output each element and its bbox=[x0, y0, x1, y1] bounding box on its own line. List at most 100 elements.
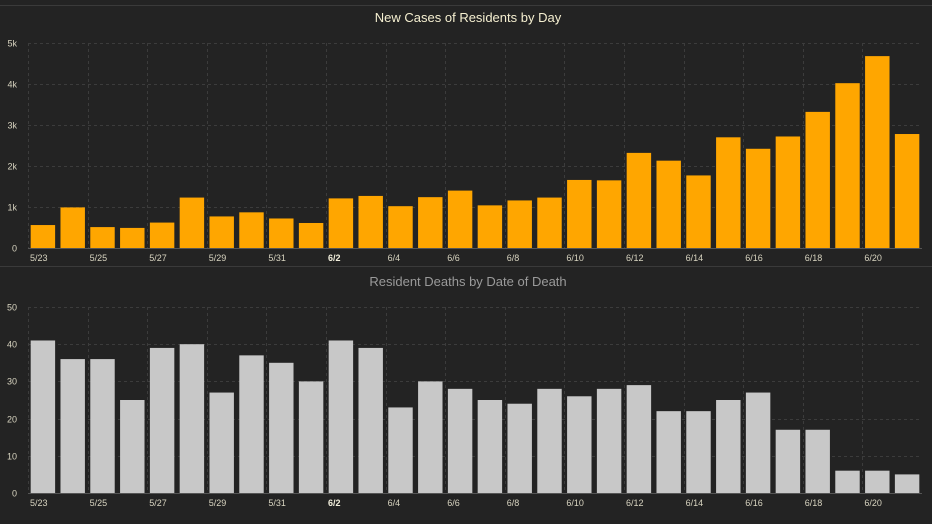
new-cases-bar[interactable] bbox=[835, 83, 860, 249]
resident-deaths-gridlines bbox=[28, 307, 922, 494]
new-cases-bar[interactable] bbox=[60, 207, 85, 248]
new-cases-bar[interactable] bbox=[358, 195, 383, 248]
new-cases-x-tick-label: 6/18 bbox=[805, 253, 823, 263]
new-cases-bar[interactable] bbox=[239, 212, 264, 248]
resident-deaths-bar[interactable] bbox=[30, 340, 56, 493]
new-cases-x-tick-label: 6/6 bbox=[447, 253, 460, 263]
new-cases-x-tick-label: 6/12 bbox=[626, 253, 644, 263]
resident-deaths-x-tick-label: 5/29 bbox=[209, 498, 227, 508]
new-cases-x-tick-label: 6/8 bbox=[507, 253, 520, 263]
resident-deaths-x-tick-label: 6/14 bbox=[686, 498, 704, 508]
new-cases-bar[interactable] bbox=[567, 179, 592, 248]
new-cases-x-axis: 5/23 5/25 5/27 5/29 5/31 6/2 6/4 6/6 6/8 6/10 6/12… bbox=[30, 253, 882, 263]
new-cases-bar[interactable] bbox=[30, 225, 56, 248]
new-cases-bar[interactable] bbox=[477, 205, 503, 248]
resident-deaths-x-tick-label: 6/20 bbox=[864, 498, 882, 508]
new-cases-x-tick-label: 5/23 bbox=[30, 253, 48, 263]
new-cases-x-tick-label: 6/14 bbox=[686, 253, 704, 263]
resident-deaths-bar[interactable] bbox=[328, 340, 354, 493]
new-cases-bar[interactable] bbox=[775, 136, 801, 248]
new-cases-bar[interactable] bbox=[626, 152, 652, 248]
new-cases-bar[interactable] bbox=[388, 206, 413, 248]
new-cases-bar[interactable] bbox=[90, 227, 115, 248]
new-cases-y-tick-label: 4k bbox=[7, 80, 17, 90]
resident-deaths-bar[interactable] bbox=[60, 359, 85, 493]
new-cases-bar[interactable] bbox=[894, 134, 920, 248]
resident-deaths-y-tick-label: 20 bbox=[7, 415, 17, 425]
resident-deaths-bar[interactable] bbox=[567, 396, 592, 493]
resident-deaths-bar[interactable] bbox=[418, 381, 443, 493]
resident-deaths-bar[interactable] bbox=[388, 407, 413, 493]
new-cases-y-tick-label: 2k bbox=[7, 162, 17, 172]
new-cases-x-tick-label: 5/25 bbox=[90, 253, 108, 263]
new-cases-bar[interactable] bbox=[269, 218, 294, 248]
new-cases-bar[interactable] bbox=[537, 197, 562, 248]
new-cases-x-tick-label: 6/2 bbox=[328, 253, 341, 263]
new-cases-bar[interactable] bbox=[656, 160, 681, 248]
resident-deaths-x-tick-label: 6/10 bbox=[566, 498, 584, 508]
resident-deaths-bar[interactable] bbox=[596, 388, 622, 493]
resident-deaths-bar[interactable] bbox=[120, 400, 145, 493]
new-cases-bar[interactable] bbox=[418, 197, 443, 248]
resident-deaths-bar[interactable] bbox=[239, 355, 264, 493]
new-cases-bar[interactable] bbox=[686, 175, 711, 248]
resident-deaths-bar[interactable] bbox=[298, 381, 324, 493]
resident-deaths-bar[interactable] bbox=[745, 392, 771, 493]
new-cases-bar[interactable] bbox=[328, 198, 354, 248]
resident-deaths-x-tick-label: 6/4 bbox=[388, 498, 401, 508]
resident-deaths-y-tick-label: 0 bbox=[12, 489, 17, 499]
resident-deaths-x-tick-label: 6/12 bbox=[626, 498, 644, 508]
new-cases-bar[interactable] bbox=[209, 216, 234, 248]
resident-deaths-bar[interactable] bbox=[179, 344, 205, 493]
new-cases-x-tick-label: 5/27 bbox=[149, 253, 167, 263]
resident-deaths-bar[interactable] bbox=[835, 470, 860, 493]
resident-deaths-bar[interactable] bbox=[149, 347, 175, 493]
new-cases-x-tick-label: 6/10 bbox=[566, 253, 584, 263]
resident-deaths-y-tick-label: 40 bbox=[7, 340, 17, 350]
resident-deaths-bar[interactable] bbox=[209, 392, 234, 493]
new-cases-bars bbox=[30, 56, 920, 249]
new-cases-y-tick-label: 1k bbox=[7, 203, 17, 213]
new-cases-bar[interactable] bbox=[596, 180, 622, 248]
resident-deaths-bar[interactable] bbox=[775, 429, 801, 493]
resident-deaths-bar[interactable] bbox=[686, 411, 711, 493]
resident-deaths-x-tick-label: 6/2 bbox=[328, 498, 341, 508]
new-cases-bar[interactable] bbox=[447, 190, 473, 248]
new-cases-bar[interactable] bbox=[716, 137, 741, 248]
resident-deaths-x-tick-label: 6/6 bbox=[447, 498, 460, 508]
resident-deaths-bar[interactable] bbox=[626, 385, 652, 493]
resident-deaths-bar[interactable] bbox=[507, 403, 532, 493]
new-cases-y-axis: 0 1k 2k 3k 4k 5k bbox=[7, 39, 17, 254]
resident-deaths-bar[interactable] bbox=[477, 400, 503, 493]
resident-deaths-x-tick-label: 5/25 bbox=[90, 498, 108, 508]
resident-deaths-bar[interactable] bbox=[865, 470, 890, 493]
resident-deaths-chart: Resident Deaths by Date of Death 0 10 20 30… bbox=[7, 274, 922, 508]
new-cases-bar[interactable] bbox=[298, 222, 324, 248]
new-cases-bar[interactable] bbox=[149, 222, 175, 248]
resident-deaths-x-tick-label: 6/18 bbox=[805, 498, 823, 508]
resident-deaths-bar[interactable] bbox=[537, 388, 562, 493]
resident-deaths-y-tick-label: 50 bbox=[7, 303, 17, 313]
resident-deaths-y-axis: 0 10 20 30 40 50 bbox=[7, 303, 17, 499]
resident-deaths-bar[interactable] bbox=[716, 400, 741, 493]
resident-deaths-x-tick-label: 5/27 bbox=[149, 498, 167, 508]
new-cases-bar[interactable] bbox=[745, 148, 771, 248]
resident-deaths-bar[interactable] bbox=[656, 411, 681, 493]
resident-deaths-bar[interactable] bbox=[894, 474, 920, 493]
new-cases-chart: New Cases of Residents by Day 0 1k 2k 3k 4k 5… bbox=[7, 10, 922, 263]
new-cases-bar[interactable] bbox=[179, 197, 205, 248]
resident-deaths-y-tick-label: 30 bbox=[7, 377, 17, 387]
resident-deaths-bar[interactable] bbox=[805, 429, 830, 493]
new-cases-bar[interactable] bbox=[120, 227, 145, 248]
new-cases-bar[interactable] bbox=[507, 200, 532, 248]
new-cases-bar[interactable] bbox=[865, 56, 890, 249]
new-cases-x-tick-label: 6/16 bbox=[745, 253, 763, 263]
resident-deaths-bar[interactable] bbox=[358, 347, 383, 493]
resident-deaths-bar[interactable] bbox=[269, 362, 294, 493]
resident-deaths-x-tick-label: 5/31 bbox=[268, 498, 286, 508]
resident-deaths-bar[interactable] bbox=[90, 359, 115, 493]
resident-deaths-bar[interactable] bbox=[447, 388, 473, 493]
new-cases-bar[interactable] bbox=[805, 111, 830, 248]
resident-deaths-x-tick-label: 6/8 bbox=[507, 498, 520, 508]
